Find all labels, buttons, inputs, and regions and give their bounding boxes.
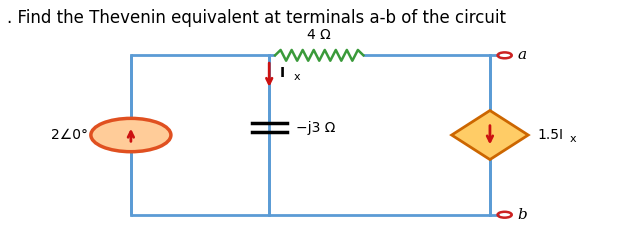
Text: −j3 Ω: −j3 Ω bbox=[296, 121, 335, 135]
Text: a: a bbox=[518, 48, 527, 62]
Text: x: x bbox=[569, 134, 576, 144]
Text: I: I bbox=[280, 65, 285, 80]
Text: 2∠0° A: 2∠0° A bbox=[51, 128, 101, 142]
Circle shape bbox=[91, 118, 171, 152]
Text: . Find the Thevenin equivalent at terminals a-b of the circuit: . Find the Thevenin equivalent at termin… bbox=[7, 9, 507, 27]
Text: 1.5I: 1.5I bbox=[537, 128, 563, 142]
Text: x: x bbox=[294, 72, 300, 82]
Text: 4 Ω: 4 Ω bbox=[307, 28, 331, 42]
Polygon shape bbox=[452, 111, 528, 159]
Text: b: b bbox=[518, 208, 528, 222]
Circle shape bbox=[91, 118, 171, 152]
